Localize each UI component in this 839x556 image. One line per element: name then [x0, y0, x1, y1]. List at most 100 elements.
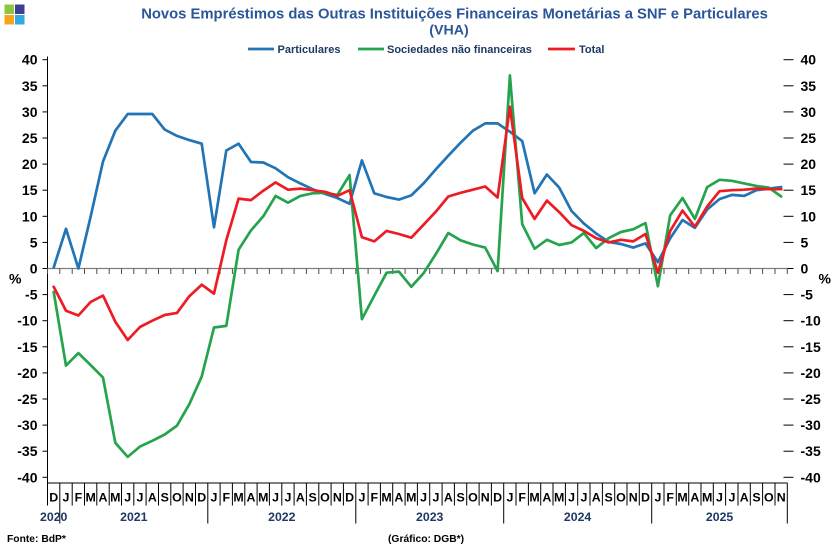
svg-text:A: A [148, 490, 157, 504]
svg-text:-20: -20 [17, 365, 37, 381]
svg-text:-25: -25 [801, 391, 821, 407]
svg-text:-5: -5 [25, 287, 38, 303]
svg-text:D: D [49, 490, 58, 504]
svg-text:D: D [345, 490, 354, 504]
svg-text:A: A [592, 490, 601, 504]
svg-text:J: J [124, 490, 131, 504]
svg-text:D: D [641, 490, 650, 504]
svg-text:N: N [185, 490, 194, 504]
svg-text:A: A [394, 490, 403, 504]
svg-text:-10: -10 [801, 313, 821, 329]
svg-text:M: M [677, 490, 687, 504]
svg-text:-40: -40 [801, 469, 821, 485]
svg-text:(VHA): (VHA) [429, 23, 469, 39]
svg-text:A: A [444, 490, 453, 504]
svg-text:35: 35 [801, 78, 817, 94]
svg-text:J: J [358, 490, 365, 504]
svg-text:F: F [223, 490, 231, 504]
svg-text:M: M [233, 490, 243, 504]
svg-text:2023: 2023 [416, 510, 444, 524]
svg-text:J: J [580, 490, 587, 504]
svg-text:%: % [819, 270, 832, 286]
svg-text:J: J [728, 490, 735, 504]
svg-text:J: J [716, 490, 723, 504]
svg-text:J: J [568, 490, 575, 504]
svg-text:J: J [285, 490, 292, 504]
svg-text:S: S [308, 490, 316, 504]
svg-text:F: F [371, 490, 379, 504]
svg-text:40: 40 [22, 52, 38, 68]
svg-text:J: J [211, 490, 218, 504]
svg-text:Sociedades não financeiras: Sociedades não financeiras [387, 44, 532, 56]
svg-text:M: M [554, 490, 564, 504]
svg-text:J: J [272, 490, 279, 504]
svg-text:15: 15 [22, 182, 38, 198]
svg-text:S: S [604, 490, 612, 504]
svg-text:D: D [493, 490, 502, 504]
svg-text:N: N [629, 490, 638, 504]
svg-text:-5: -5 [801, 287, 814, 303]
svg-text:2022: 2022 [268, 510, 296, 524]
svg-text:35: 35 [22, 78, 38, 94]
svg-text:0: 0 [801, 261, 809, 277]
svg-text:2024: 2024 [564, 510, 592, 524]
svg-text:A: A [740, 490, 749, 504]
svg-text:S: S [752, 490, 760, 504]
svg-text:D: D [197, 490, 206, 504]
svg-text:20: 20 [801, 156, 817, 172]
svg-text:25: 25 [22, 130, 38, 146]
svg-text:-30: -30 [801, 417, 821, 433]
svg-text:A: A [99, 490, 108, 504]
svg-text:-10: -10 [17, 313, 37, 329]
svg-text:J: J [432, 490, 439, 504]
svg-text:0: 0 [30, 261, 38, 277]
svg-text:10: 10 [801, 208, 817, 224]
svg-text:%: % [9, 270, 22, 286]
svg-text:M: M [406, 490, 416, 504]
svg-text:N: N [777, 490, 786, 504]
svg-text:2025: 2025 [706, 510, 734, 524]
svg-text:S: S [456, 490, 464, 504]
svg-text:A: A [247, 490, 256, 504]
svg-text:M: M [110, 490, 120, 504]
svg-text:J: J [420, 490, 427, 504]
svg-text:Novos Empréstimos das Outras I: Novos Empréstimos das Outras Instituiçõe… [141, 7, 768, 23]
svg-text:-15: -15 [801, 339, 821, 355]
svg-text:F: F [666, 490, 674, 504]
svg-text:2020: 2020 [40, 510, 68, 524]
svg-text:N: N [481, 490, 490, 504]
svg-text:30: 30 [22, 104, 38, 120]
svg-text:M: M [702, 490, 712, 504]
svg-text:10: 10 [22, 208, 38, 224]
svg-text:A: A [296, 490, 305, 504]
svg-text:O: O [468, 490, 478, 504]
svg-text:F: F [75, 490, 83, 504]
svg-text:-25: -25 [17, 391, 37, 407]
svg-text:5: 5 [801, 234, 809, 250]
svg-text:15: 15 [801, 182, 817, 198]
svg-text:2021: 2021 [120, 510, 148, 524]
svg-text:M: M [529, 490, 539, 504]
svg-text:25: 25 [801, 130, 817, 146]
svg-text:20: 20 [22, 156, 38, 172]
svg-text:A: A [690, 490, 699, 504]
svg-text:40: 40 [801, 52, 817, 68]
svg-text:A: A [542, 490, 551, 504]
svg-text:-30: -30 [17, 417, 37, 433]
svg-text:O: O [320, 490, 330, 504]
svg-text:J: J [654, 490, 661, 504]
svg-text:J: J [137, 490, 144, 504]
svg-text:30: 30 [801, 104, 817, 120]
svg-text:M: M [381, 490, 391, 504]
svg-text:5: 5 [30, 234, 38, 250]
svg-text:J: J [506, 490, 513, 504]
svg-text:S: S [161, 490, 169, 504]
svg-text:Particulares: Particulares [278, 44, 341, 56]
svg-text:Total: Total [579, 44, 604, 56]
svg-text:Fonte: BdP*: Fonte: BdP* [7, 534, 66, 545]
svg-text:F: F [518, 490, 526, 504]
svg-text:N: N [333, 490, 342, 504]
svg-text:-35: -35 [17, 443, 37, 459]
svg-text:-40: -40 [17, 469, 37, 485]
svg-text:-20: -20 [801, 365, 821, 381]
